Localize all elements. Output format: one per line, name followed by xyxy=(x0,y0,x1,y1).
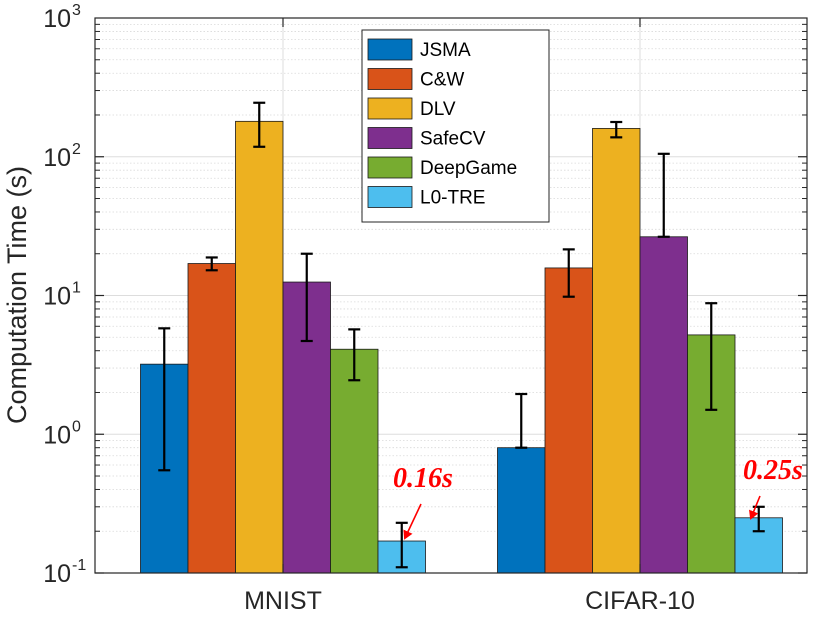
y-tick-label: 10 xyxy=(43,421,71,449)
x-tick-label: MNIST xyxy=(244,587,322,615)
annotations: 0.16s 0.25s xyxy=(393,455,803,540)
ticks xyxy=(95,18,807,574)
legend-swatch xyxy=(367,38,413,61)
y-tick-label: 10 xyxy=(43,5,71,33)
legend-entry: DeepGame xyxy=(420,158,517,179)
x-tick-label: CIFAR-10 xyxy=(585,587,695,615)
y-tick-label: 10 xyxy=(43,144,71,172)
y-tick-label: 10 xyxy=(43,560,71,588)
legend-swatch xyxy=(367,127,413,149)
bar xyxy=(187,263,236,574)
bars xyxy=(140,120,783,574)
y-tick-exponent: 2 xyxy=(72,141,81,158)
bar xyxy=(734,517,783,574)
legend-entry: L0-TRE xyxy=(420,188,485,209)
bar xyxy=(497,447,546,574)
annotation-label: 0.25s xyxy=(743,455,803,486)
annotation-arrow xyxy=(749,495,761,520)
legend: JSMA C&W DLV SafeCV DeepGame L0-TRE xyxy=(361,29,550,223)
legend-entry: DLV xyxy=(420,99,456,120)
legend-entry: C&W xyxy=(420,70,464,91)
legend-swatch xyxy=(367,68,413,90)
bar xyxy=(592,128,641,574)
y-tick-exponent: 3 xyxy=(72,2,81,19)
annotation-label: 0.16s xyxy=(393,463,453,494)
error-bars xyxy=(158,101,765,569)
y-tick-exponent: 1 xyxy=(72,280,81,297)
y-axis-label: Computation Time (s) xyxy=(2,166,32,424)
bar xyxy=(639,236,688,574)
y-tick-exponent: -1 xyxy=(72,557,86,574)
bar xyxy=(544,267,593,574)
legend-entry: SafeCV xyxy=(420,129,486,150)
bar xyxy=(235,120,284,574)
y-tick-label: 10 xyxy=(43,283,71,311)
legend-swatch xyxy=(367,97,413,120)
legend-swatch xyxy=(367,186,413,208)
legend-entry: JSMA xyxy=(420,40,471,61)
bar xyxy=(330,348,379,574)
annotation-arrow xyxy=(403,503,422,540)
y-tick-exponent: 0 xyxy=(72,418,81,435)
legend-swatch xyxy=(367,156,413,179)
